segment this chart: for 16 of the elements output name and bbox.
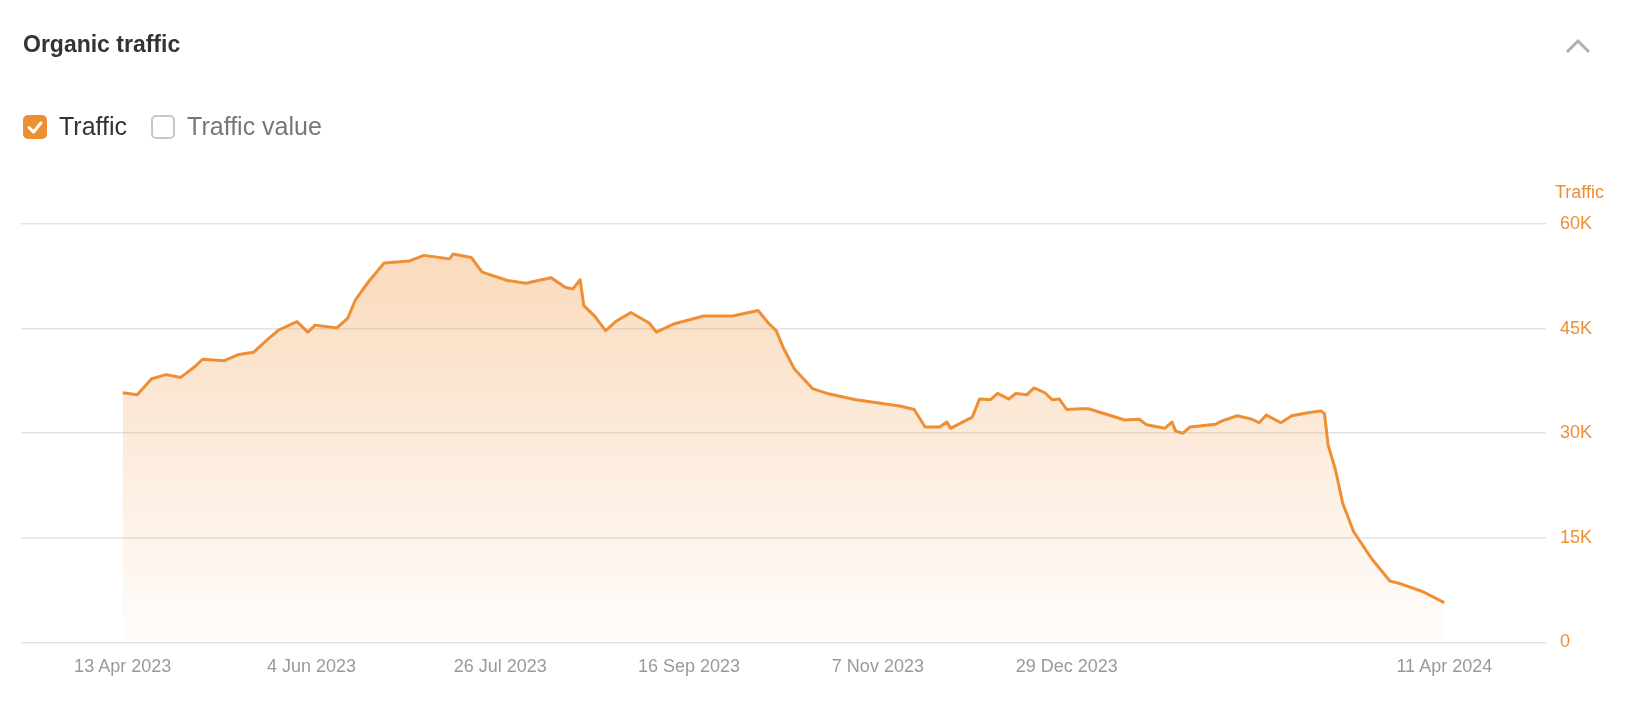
y-tick-label: 15K: [1559, 526, 1592, 547]
x-tick-label: 26 Jul 2023: [453, 656, 547, 677]
y-tick-label: 30K: [1559, 422, 1592, 443]
x-tick-label: 4 Jun 2023: [266, 656, 357, 677]
legend-label: Traffic: [59, 112, 128, 141]
y-tick-label: 45K: [1559, 317, 1592, 338]
x-tick-label: 29 Dec 2023: [1015, 656, 1118, 677]
x-tick-label: 13 Apr 2023: [74, 656, 172, 677]
y-tick-label: 60K: [1559, 212, 1592, 233]
y-tick-label: 0: [1559, 631, 1570, 652]
chart-title: Organic traffic: [23, 31, 181, 58]
text: Traffic value: [187, 112, 322, 141]
x-tick-label: 16 Sep 2023: [638, 656, 741, 677]
x-tick-label: 11 Apr 2024: [1396, 656, 1493, 677]
x-tick-label: 7 Nov 2023: [831, 656, 924, 677]
y-axis-title: Traffic: [1554, 181, 1604, 202]
